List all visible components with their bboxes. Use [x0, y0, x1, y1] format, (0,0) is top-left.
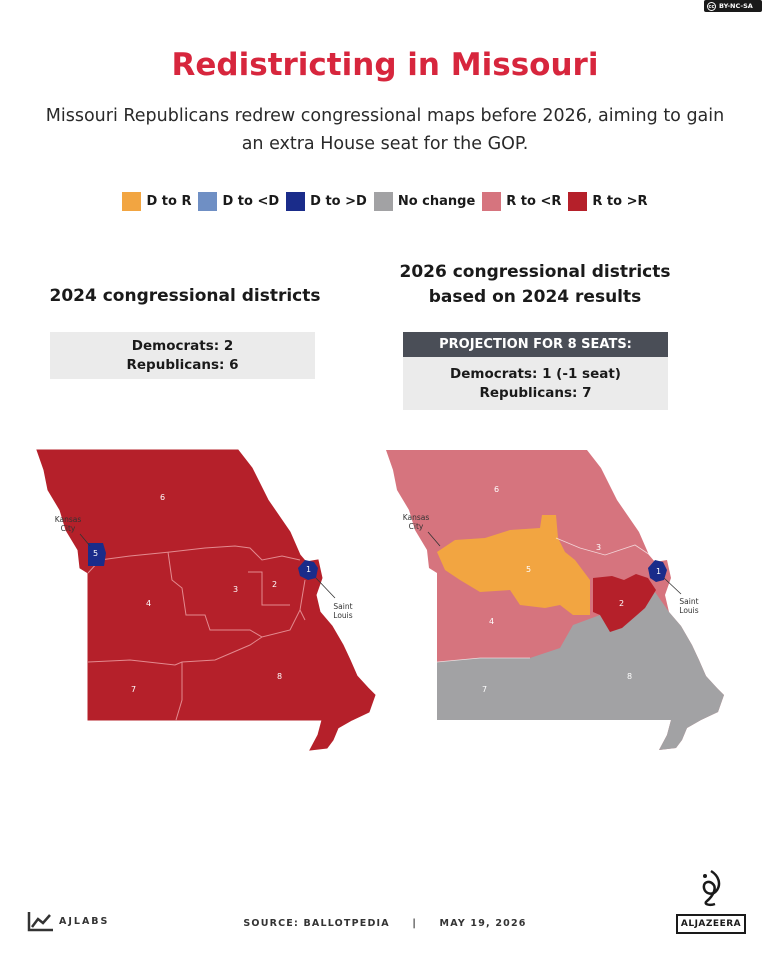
left-dem-count: Democrats: 2 — [131, 338, 234, 354]
district-label: 7 — [482, 685, 487, 694]
footer-separator: | — [412, 918, 418, 929]
ajlabs-brand: AJLABS — [27, 910, 109, 932]
legend-label: D to >D — [310, 194, 367, 209]
legend-item-r-to-less-r: R to <R — [482, 192, 561, 211]
district-label: 8 — [277, 672, 282, 681]
legend-label: D to <D — [222, 194, 280, 209]
right-seat-summary: Democrats: 1 (-1 seat) Republicans: 7 — [403, 357, 668, 410]
license-text: BY-NC-SA — [719, 2, 753, 10]
district-label: 2 — [619, 599, 624, 608]
footer-source: SOURCE: BALLOTPEDIA — [243, 918, 390, 929]
district-label: 1 — [306, 565, 311, 574]
legend-item-no-change: No change — [373, 192, 476, 211]
district-labels-2026: 6 3 5 2 1 4 7 8 — [482, 485, 661, 694]
district-label: 4 — [489, 617, 494, 626]
right-dem-count: Democrats: 1 (-1 seat) — [450, 366, 621, 382]
city-labels-2026: Kansas City Saint Louis — [403, 513, 699, 615]
district-label: 8 — [627, 672, 632, 681]
district-label: 3 — [233, 585, 238, 594]
legend-item-d-to-more-d: D to >D — [286, 192, 367, 211]
legend-label: R to >R — [592, 194, 648, 209]
right-rep-count: Republicans: 7 — [479, 385, 592, 401]
left-map-heading: 2024 congressional districts — [49, 286, 321, 306]
page-subtitle: Missouri Republicans redrew congressiona… — [45, 106, 725, 154]
legend-swatch — [482, 192, 502, 211]
ajlabs-text: AJLABS — [59, 915, 110, 927]
missouri-outline-2024 — [36, 449, 376, 751]
left-seat-summary: Democrats: 2 Republicans: 6 — [50, 332, 315, 379]
kc-pointer — [427, 531, 441, 547]
city-kansas-city: Kansas City — [55, 515, 82, 533]
left-rep-count: Republicans: 6 — [126, 357, 239, 373]
legend-item-d-to-less-d: D to <D — [198, 192, 279, 211]
district-labels-2024: 6 5 3 2 1 4 7 8 — [93, 493, 311, 694]
legend-swatch — [122, 192, 142, 211]
city-kansas-city: Kansas City — [403, 513, 430, 531]
district-5-2024 — [88, 543, 106, 566]
legend-swatch — [286, 192, 306, 211]
creative-commons-icon: cc — [707, 1, 716, 11]
aljazeera-logo: ALJAZEERA — [676, 868, 746, 934]
license-badge: cc BY-NC-SA — [704, 0, 762, 12]
city-labels-2024: Kansas City Saint Louis — [55, 515, 353, 620]
footer-date: MAY 19, 2026 — [439, 918, 527, 929]
district-label: 4 — [146, 599, 151, 608]
footer: SOURCE: BALLOTPEDIA | MAY 19, 2026 — [0, 918, 770, 929]
aljazeera-calligraphy-icon — [702, 869, 721, 907]
district-label: 2 — [272, 580, 277, 589]
district-borders-2024 — [87, 545, 306, 721]
district-1-2024 — [298, 560, 318, 580]
kc-pointer — [79, 533, 91, 547]
gray-region-2026 — [437, 592, 724, 750]
district-label: 3 — [596, 543, 601, 552]
right-map-heading: 2026 congressional districts based on 20… — [399, 262, 671, 307]
legend: D to R D to <D D to >D No change R to <R… — [0, 192, 770, 211]
legend-item-d-to-r: D to R — [122, 192, 191, 211]
district-label: 6 — [160, 493, 165, 502]
legend-item-r-to-more-r: R to >R — [568, 192, 648, 211]
district-2-2026 — [593, 574, 656, 632]
legend-label: No change — [397, 194, 476, 209]
stl-pointer — [315, 577, 336, 599]
district-borders-2026 — [436, 537, 651, 663]
stl-pointer — [663, 577, 682, 595]
district-label: 6 — [494, 485, 499, 494]
projection-header: PROJECTION FOR 8 SEATS: — [403, 332, 668, 357]
page-title: Redistricting in Missouri — [171, 47, 599, 83]
legend-label: D to R — [146, 194, 192, 209]
city-saint-louis: Saint Louis — [679, 597, 698, 615]
legend-swatch — [568, 192, 588, 211]
legend-swatch — [198, 192, 218, 211]
district-label: 1 — [656, 567, 661, 576]
aljazeera-wordmark: ALJAZEERA — [676, 914, 746, 934]
district-label: 5 — [526, 565, 531, 574]
ajlabs-chart-icon — [27, 912, 53, 932]
district-1-2026 — [648, 560, 667, 582]
city-saint-louis: Saint Louis — [333, 602, 352, 620]
legend-swatch — [373, 192, 393, 211]
district-label: 5 — [93, 549, 98, 558]
district-5-2026 — [437, 515, 590, 615]
legend-label: R to <R — [506, 194, 562, 209]
district-label: 7 — [131, 685, 136, 694]
